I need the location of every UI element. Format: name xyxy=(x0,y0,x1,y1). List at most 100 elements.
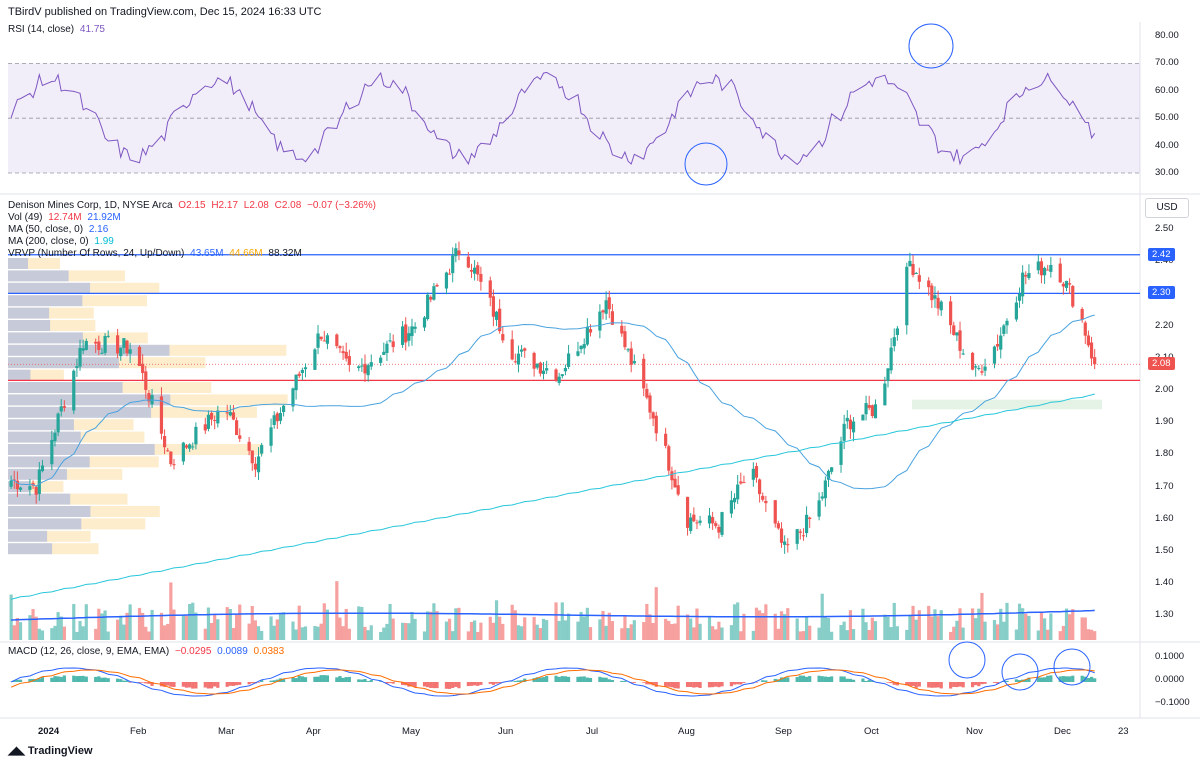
macd-histogram-bar xyxy=(742,682,746,683)
x-tick-label: Nov xyxy=(966,726,983,737)
macd-histogram-bar xyxy=(335,677,339,682)
macd-histogram-bar xyxy=(53,676,57,682)
volume-bar xyxy=(1061,625,1065,640)
macd-histogram-bar xyxy=(476,682,480,686)
candle-body xyxy=(494,311,499,320)
macd-histogram-bar xyxy=(732,682,737,685)
macd-histogram-bar xyxy=(363,678,367,682)
volume-bar xyxy=(554,602,558,640)
candle-body xyxy=(181,442,185,462)
macd-histogram-bar xyxy=(166,682,170,686)
volume-profile-up xyxy=(8,543,53,555)
volume-bar xyxy=(1058,631,1062,640)
volume-profile-up xyxy=(8,530,48,542)
volume-bar xyxy=(1071,609,1075,640)
volume-bar xyxy=(12,625,16,640)
volume-bar xyxy=(194,612,198,640)
macd-histogram-bar xyxy=(432,682,436,689)
volume-bar xyxy=(404,622,408,640)
close-value: C2.08 xyxy=(274,200,302,211)
macd-histogram-bar xyxy=(736,682,740,685)
volume-bar xyxy=(172,609,176,640)
volume-bar xyxy=(717,621,721,640)
macd-histogram-bar xyxy=(291,677,295,682)
volume-bar xyxy=(911,605,915,640)
volume-bar xyxy=(422,631,427,640)
macd-histogram-bar xyxy=(260,680,264,682)
volume-bar xyxy=(388,604,392,640)
macd-histogram-bar xyxy=(466,682,470,687)
volume-bar xyxy=(444,621,449,640)
candle-body xyxy=(808,517,812,520)
volume-bar xyxy=(366,630,370,640)
annotation-circle xyxy=(948,641,986,679)
volume-profile-down xyxy=(8,258,60,269)
volume-bar xyxy=(413,618,417,640)
macd-histogram-bar xyxy=(225,682,229,687)
volume-bar xyxy=(1093,631,1097,640)
tradingview-brand: ◢◣ TradingView xyxy=(8,744,93,757)
volume-bar xyxy=(84,604,88,640)
candle-body xyxy=(670,471,674,481)
volume-profile-up xyxy=(8,270,69,282)
volume-bar xyxy=(407,623,411,640)
macd-histogram-bar xyxy=(977,682,981,687)
macd-histogram-bar xyxy=(150,682,154,686)
candle-body xyxy=(632,361,636,364)
candle-body xyxy=(432,286,436,300)
macd-histogram-bar xyxy=(422,682,427,687)
macd-histogram-bar xyxy=(1002,680,1006,682)
volume-bar xyxy=(1046,629,1050,640)
volume-bar xyxy=(457,607,461,640)
volume-bar xyxy=(209,622,214,640)
volume-bar xyxy=(426,611,430,640)
volume-bar xyxy=(654,587,658,640)
macd-histogram-bar xyxy=(206,682,211,689)
candle-body xyxy=(892,337,896,347)
volume-bar xyxy=(125,612,129,640)
candle-body xyxy=(930,285,934,301)
volume-bar xyxy=(116,619,120,640)
macd-histogram-bar xyxy=(228,682,232,686)
currency-button[interactable]: USD xyxy=(1145,198,1189,218)
volume-bar xyxy=(1039,611,1044,640)
volume-profile-down xyxy=(8,506,160,517)
volume-bar xyxy=(225,607,229,640)
candle-body xyxy=(1080,308,1084,320)
candle-body xyxy=(1002,325,1006,334)
volume-bar xyxy=(585,607,589,640)
macd-histogram-bar xyxy=(141,682,145,683)
candle-body xyxy=(429,296,433,300)
macd-histogram-bar xyxy=(585,677,589,682)
volume-bar xyxy=(516,625,521,640)
macd-histogram-bar xyxy=(667,682,671,687)
candle-body xyxy=(667,446,671,471)
volume-bar xyxy=(510,604,514,640)
volume-bar xyxy=(137,607,142,640)
volume-bar xyxy=(1002,621,1006,640)
volume-bar xyxy=(78,620,82,640)
ma200-value: 1.99 xyxy=(94,236,114,247)
macd-histogram-bar xyxy=(81,675,85,682)
candle-body xyxy=(344,351,348,359)
candle-body xyxy=(322,340,326,342)
candle-body xyxy=(235,420,239,436)
volume-bar xyxy=(391,618,395,640)
macd-histogram-bar xyxy=(357,679,361,682)
open-value: O2.15 xyxy=(178,200,206,211)
volume-profile-up xyxy=(8,332,83,344)
candle-body xyxy=(357,366,361,369)
price-legend: Denison Mines Corp, 1D, NYSE Arca O2.15 … xyxy=(8,200,379,211)
candle-body xyxy=(958,330,962,351)
last-price-tag: 2.08 xyxy=(1148,357,1175,371)
candle-body xyxy=(886,368,890,382)
volume-bar xyxy=(150,609,154,640)
macd-histogram-bar xyxy=(106,678,110,682)
volume-profile-up xyxy=(8,320,51,331)
macd-histogram-bar xyxy=(707,682,712,688)
macd-histogram-bar xyxy=(601,677,605,682)
macd-histogram-bar xyxy=(927,682,931,688)
volume-profile-up xyxy=(8,506,91,517)
volume-bar xyxy=(961,627,965,640)
